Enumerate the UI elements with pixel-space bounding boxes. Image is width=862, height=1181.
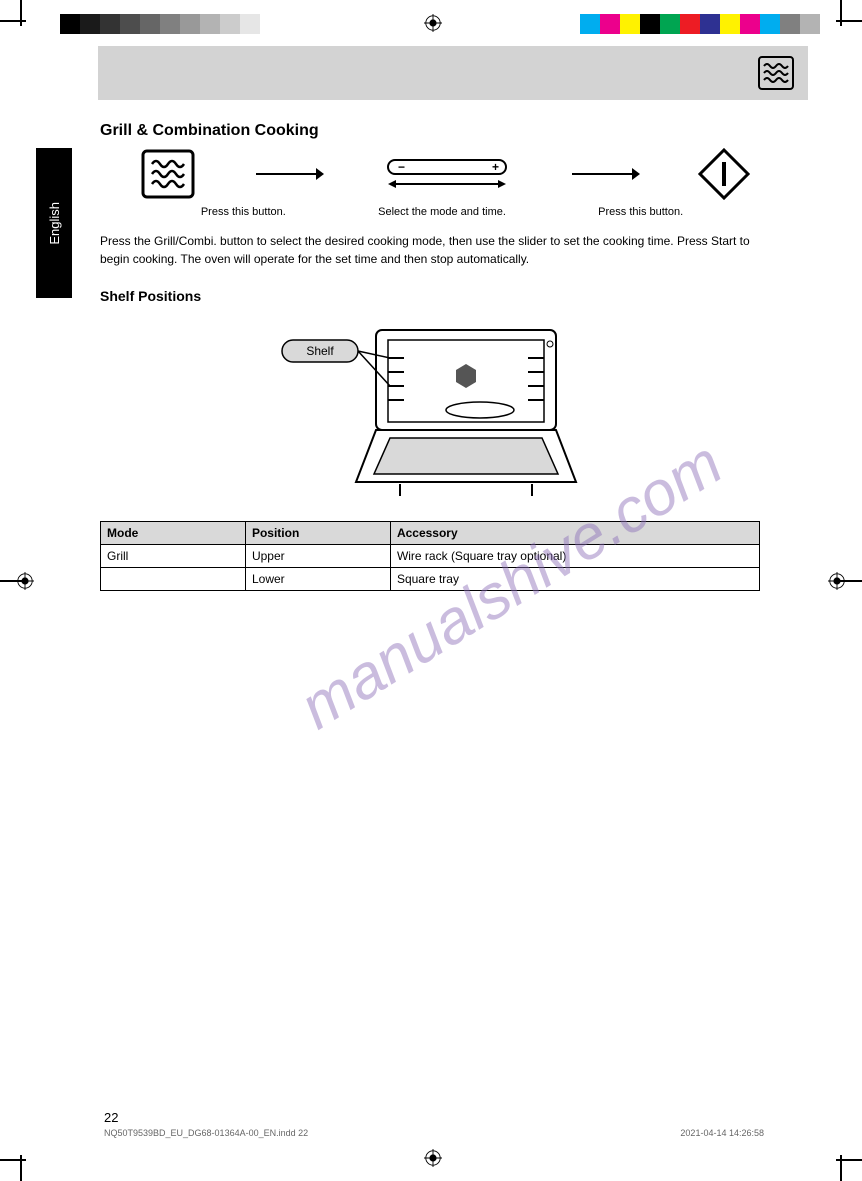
oven-illustration-icon: Shelf <box>280 310 580 510</box>
swatch <box>220 14 240 34</box>
swatch <box>100 14 120 34</box>
swatch <box>760 14 780 34</box>
swatch <box>580 14 600 34</box>
grill-icon <box>758 56 794 90</box>
section-title: Grill & Combination Cooking <box>100 122 760 140</box>
intro-paragraph: Press the Grill/Combi. button to select … <box>100 232 760 268</box>
crop-mark <box>840 1155 842 1181</box>
crop-mark <box>0 20 26 22</box>
swatch <box>780 14 800 34</box>
swatch <box>120 14 140 34</box>
swatch <box>260 14 280 34</box>
arrow-right-icon <box>254 164 324 184</box>
swatch <box>680 14 700 34</box>
table-row: LowerSquare tray <box>101 568 760 591</box>
language-label: English <box>47 202 62 245</box>
oven-figure: Shelf <box>100 310 760 515</box>
table-header: Mode <box>101 522 246 545</box>
shelf-position-table: ModePositionAccessory GrillUpperWire rac… <box>100 521 760 591</box>
swatch <box>740 14 760 34</box>
page-number: 22 <box>104 1110 118 1125</box>
swatch <box>60 14 80 34</box>
slider-icon: − + <box>382 154 512 194</box>
arrow-right-icon <box>570 164 640 184</box>
callout-label: Shelf <box>306 344 334 358</box>
swatch <box>720 14 740 34</box>
registration-mark-icon <box>424 14 442 32</box>
table-cell <box>101 568 246 591</box>
page-content: Grill & Combination Cooking − + <box>100 120 760 591</box>
table-cell: Wire rack (Square tray optional) <box>390 545 759 568</box>
flow-captions: Press this button. Select the mode and t… <box>144 206 740 218</box>
swatch <box>640 14 660 34</box>
swatch <box>700 14 720 34</box>
svg-text:−: − <box>398 160 405 174</box>
footer-meta: NQ50T9539BD_EU_DG68-01364A-00_EN.indd 22… <box>104 1128 764 1138</box>
table-cell: Square tray <box>390 568 759 591</box>
registration-mark-icon <box>828 572 846 590</box>
grill-icon <box>140 148 196 200</box>
start-icon <box>698 148 750 200</box>
crop-mark <box>20 1155 22 1181</box>
grayscale-calibration-strip <box>60 14 280 34</box>
table-row: GrillUpperWire rack (Square tray optiona… <box>101 545 760 568</box>
footer-timestamp: 2021-04-14 14:26:58 <box>680 1128 764 1138</box>
swatch <box>160 14 180 34</box>
language-tab: English <box>36 148 72 298</box>
table-header: Accessory <box>390 522 759 545</box>
swatch <box>620 14 640 34</box>
operation-flow: − + <box>140 148 750 200</box>
swatch <box>240 14 260 34</box>
table-cell: Upper <box>245 545 390 568</box>
swatch <box>600 14 620 34</box>
swatch <box>200 14 220 34</box>
page-header <box>98 46 808 100</box>
crop-mark <box>0 1159 26 1161</box>
swatch <box>180 14 200 34</box>
footer-filename: NQ50T9539BD_EU_DG68-01364A-00_EN.indd 22 <box>104 1128 308 1138</box>
flow-caption: Press this button. <box>144 206 343 218</box>
subsection-title: Shelf Positions <box>100 288 760 304</box>
flow-caption: Press this button. <box>541 206 740 218</box>
color-calibration-strip <box>580 14 820 34</box>
swatch <box>660 14 680 34</box>
svg-text:+: + <box>492 160 499 174</box>
table-cell: Grill <box>101 545 246 568</box>
swatch <box>140 14 160 34</box>
registration-mark-icon <box>424 1149 442 1167</box>
crop-mark <box>20 0 22 26</box>
swatch <box>80 14 100 34</box>
table-cell: Lower <box>245 568 390 591</box>
table-header: Position <box>245 522 390 545</box>
flow-caption: Select the mode and time. <box>343 206 542 218</box>
crop-mark <box>840 0 842 26</box>
registration-mark-icon <box>16 572 34 590</box>
swatch <box>800 14 820 34</box>
